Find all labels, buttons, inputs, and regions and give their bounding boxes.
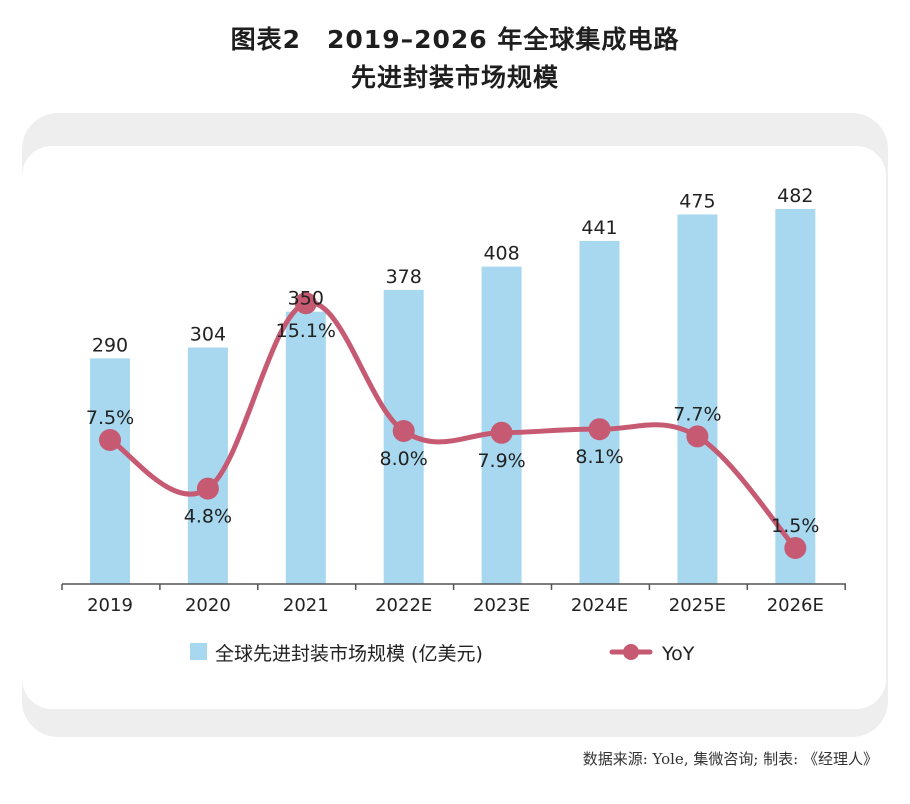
bar-value-label-2023E: 408	[483, 243, 519, 265]
legend-bar-swatch	[190, 643, 207, 660]
x-tick-label-2019: 2019	[87, 595, 133, 616]
bar-value-label-2022E: 378	[386, 266, 422, 288]
bar-value-label-2025E: 475	[679, 190, 715, 212]
yoy-point-2025E	[686, 425, 709, 448]
yoy-point-2019	[99, 429, 121, 451]
chart-title-line1: 图表2 2019–2026 年全球集成电路	[230, 25, 680, 54]
source-note: 数据来源: Yole, 集微咨询; 制表: 《经理人》	[582, 750, 878, 768]
yoy-label-2024E: 8.1%	[575, 446, 623, 468]
bar-value-label-2019: 290	[92, 334, 128, 356]
yoy-point-2022E	[392, 420, 415, 442]
yoy-label-2019: 7.5%	[86, 407, 134, 429]
legend-bar-label: 全球先进封装市场规模 (亿美元)	[215, 643, 483, 665]
x-tick-label-2026E: 2026E	[767, 595, 824, 616]
x-tick-label-2023E: 2023E	[473, 595, 530, 616]
bar-2020	[187, 347, 228, 584]
yoy-point-2020	[196, 477, 219, 500]
x-tick-label-2024E: 2024E	[571, 595, 628, 616]
bar-value-label-2020: 304	[190, 323, 226, 345]
chart-title-line2: 先进封装市场规模	[350, 63, 559, 92]
legend-line-marker	[623, 644, 639, 660]
yoy-label-2022E: 8.0%	[380, 448, 428, 470]
yoy-point-2024E	[588, 418, 611, 441]
yoy-label-2020: 4.8%	[184, 506, 232, 528]
yoy-point-2021	[294, 292, 317, 315]
x-tick-label-2022E: 2022E	[375, 595, 432, 616]
chart-frame-inner	[22, 146, 886, 709]
yoy-label-2023E: 7.9%	[477, 450, 525, 472]
x-tick-label-2021: 2021	[283, 595, 329, 616]
yoy-label-2021: 15.1%	[276, 320, 336, 342]
bar-2026E	[775, 209, 816, 584]
bar-value-label-2021: 350	[288, 288, 324, 310]
x-tick-label-2020: 2020	[185, 595, 231, 616]
bar-value-label-2026E: 482	[777, 185, 813, 207]
x-tick-label-2025E: 2025E	[669, 595, 726, 616]
yoy-label-2026E: 1.5%	[771, 515, 819, 537]
bar-value-label-2024E: 441	[581, 217, 617, 239]
legend-line-label: YoY	[661, 643, 695, 665]
yoy-label-2025E: 7.7%	[673, 403, 721, 425]
bar-2024E	[579, 240, 620, 584]
yoy-point-2026E	[784, 537, 807, 559]
bar-2019	[90, 358, 130, 584]
bar-2025E	[677, 214, 718, 585]
bar-2021	[285, 311, 326, 584]
yoy-point-2023E	[490, 421, 513, 444]
